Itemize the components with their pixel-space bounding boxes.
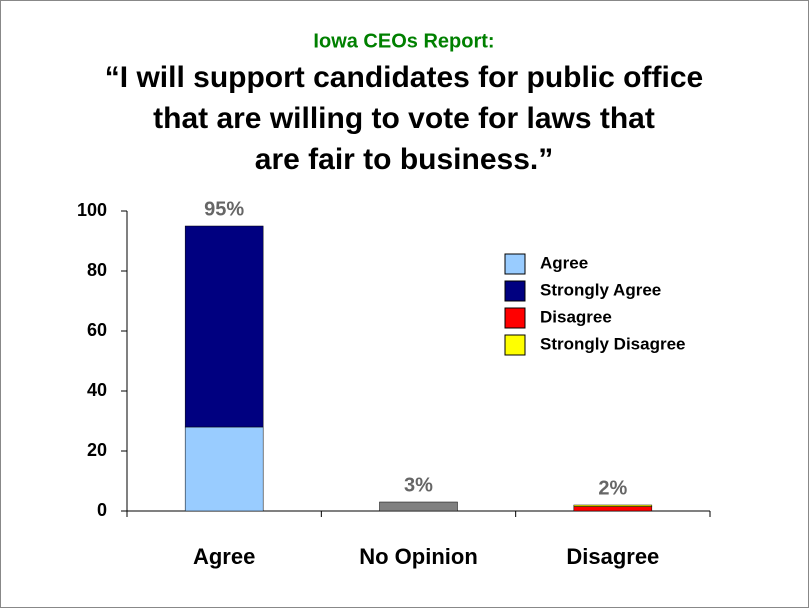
legend-label: Strongly Agree: [540, 280, 661, 299]
x-tick-label: Disagree: [566, 544, 659, 569]
chart-subtitle: Iowa CEOs Report:: [313, 30, 494, 52]
chart-title: are fair to business.”: [255, 143, 553, 176]
legend-label: Disagree: [540, 307, 612, 326]
legend-swatch: [504, 280, 526, 302]
chart-title: “I will support candidates for public of…: [105, 61, 703, 94]
legend-label: Agree: [540, 253, 588, 272]
bar-segment: [573, 504, 653, 507]
legend-swatch: [504, 334, 526, 356]
bar-segment: [573, 506, 653, 512]
value-label: 2%: [598, 477, 627, 499]
y-tick-label: 40: [87, 380, 107, 400]
chart-title: that are willing to vote for laws that: [153, 102, 655, 135]
y-tick-label: 20: [87, 440, 107, 460]
bar-segment: [379, 501, 458, 512]
y-tick-label: 0: [97, 500, 107, 520]
legend-label: Strongly Disagree: [540, 334, 686, 353]
y-tick-label: 60: [87, 320, 107, 340]
legend-swatch: [504, 253, 526, 275]
y-tick-label: 100: [77, 200, 107, 220]
y-tick-label: 80: [87, 260, 107, 280]
bar-segment: [184, 426, 264, 512]
value-label: 95%: [204, 198, 244, 220]
value-label: 3%: [404, 474, 433, 496]
bar-segment: [184, 225, 264, 428]
legend-swatch: [504, 307, 526, 329]
x-tick-label: No Opinion: [359, 544, 478, 569]
x-tick-label: Agree: [193, 544, 255, 569]
